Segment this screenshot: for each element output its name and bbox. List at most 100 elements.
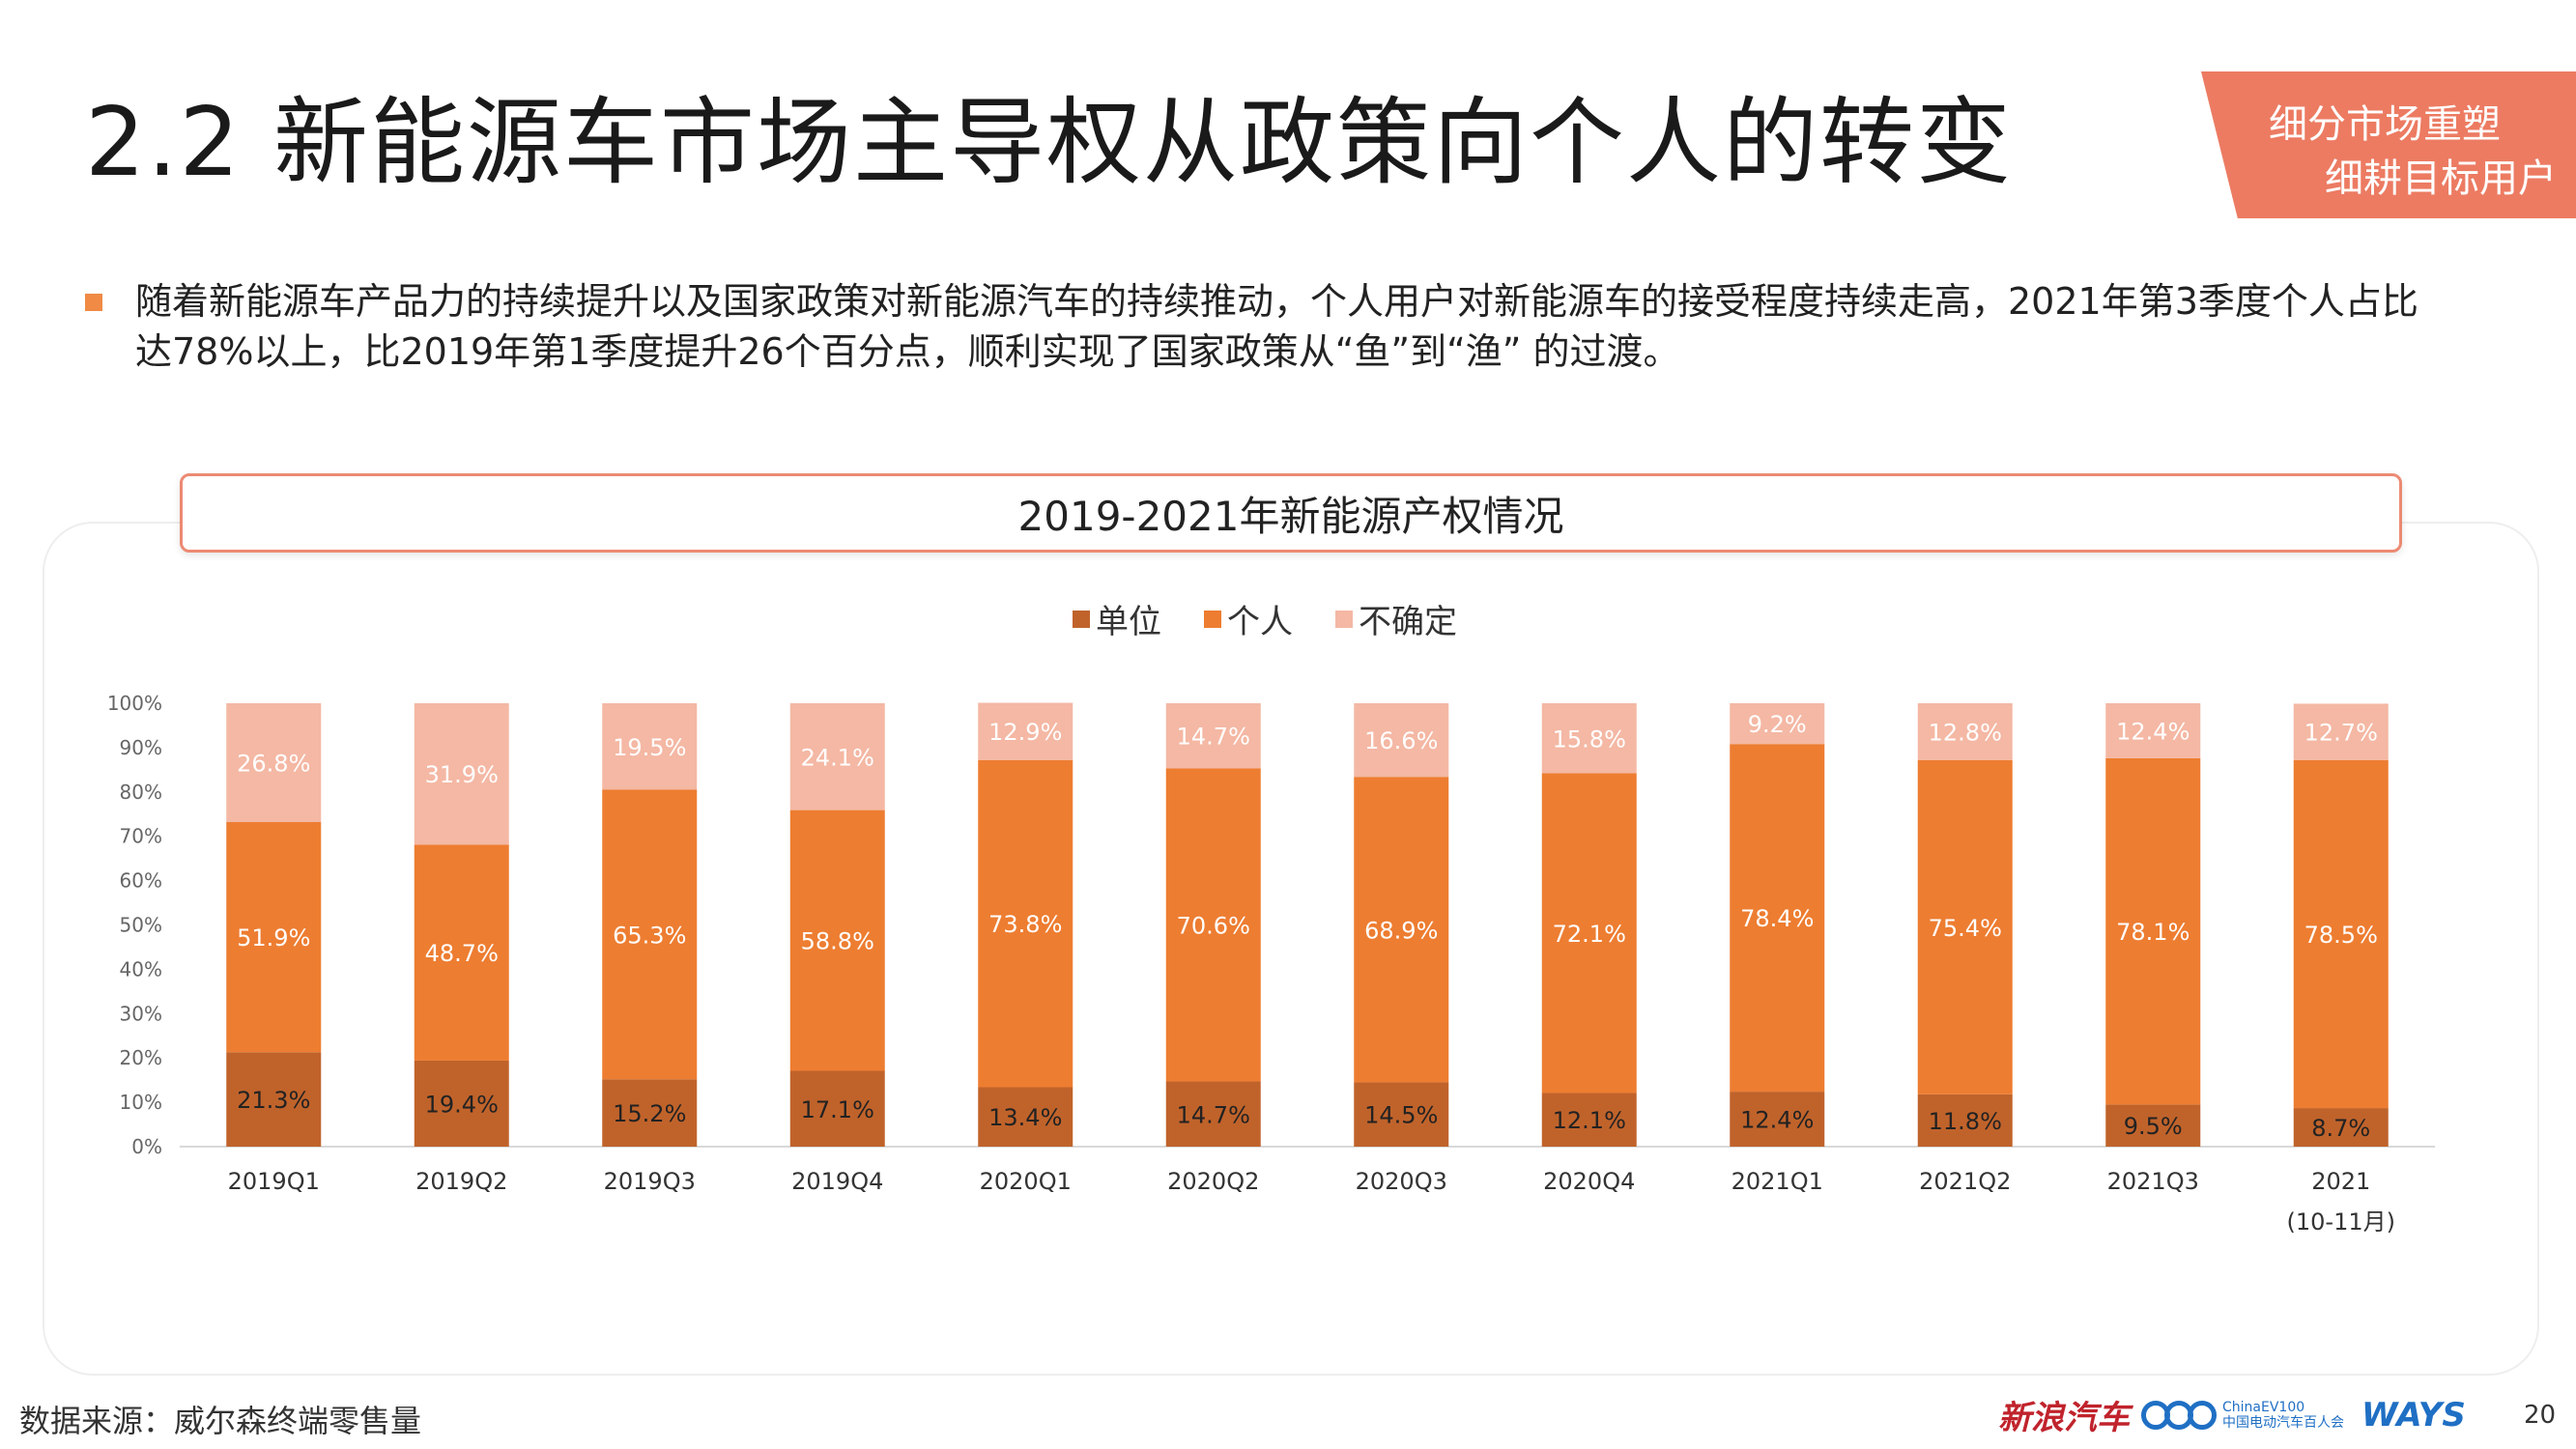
footer-logos: 新浪汽车 ChinaEV100 中国电动汽车百人会 WAYS: [1998, 1391, 2466, 1438]
y-tick-label: 30%: [120, 1002, 162, 1025]
bar-segment: [414, 844, 509, 1061]
data-label: 15.2%: [613, 1100, 686, 1127]
y-tick-label: 20%: [120, 1046, 162, 1069]
bar-segment: [2105, 703, 2201, 758]
section-tag: 细分市场重塑 细耕目标用户: [2201, 71, 2576, 218]
bar-segment: [789, 703, 885, 810]
x-tick-label: 2021: [2311, 1168, 2370, 1195]
data-label: 75.4%: [1929, 915, 2002, 942]
data-label: 78.4%: [1740, 905, 1814, 932]
data-label: 12.4%: [1740, 1107, 1814, 1134]
x-tick-label: 2019Q4: [791, 1168, 883, 1195]
legend-swatch-uncertain: [1335, 610, 1353, 628]
bar-segment: [978, 1087, 1073, 1147]
ev100-logo: ChinaEV100 中国电动汽车百人会: [2141, 1399, 2344, 1431]
bar-segment: [1165, 768, 1261, 1082]
bar-segment: [1917, 759, 2013, 1094]
legend-item-personal: 个人: [1204, 595, 1293, 642]
x-tick-label: 2020Q1: [980, 1168, 1072, 1195]
legend-label-unit: 单位: [1096, 603, 1161, 641]
ev100-subtitle: 中国电动汽车百人会: [2222, 1414, 2344, 1431]
bar-segment: [1917, 703, 2013, 760]
data-label: 12.8%: [1929, 719, 2002, 746]
data-label: 12.4%: [2116, 718, 2190, 745]
data-label: 58.8%: [801, 928, 874, 955]
chart-title: 2019-2021年新能源产权情况: [180, 473, 2402, 553]
bar-segment: [1917, 1094, 2013, 1147]
page-number: 20: [2524, 1401, 2557, 1430]
bar-segment: [602, 1079, 698, 1147]
bar-segment: [1541, 1093, 1637, 1147]
y-tick-label: 70%: [120, 825, 162, 848]
x-tick-label: 2021Q2: [1919, 1168, 2011, 1195]
x-tick-label: 2019Q2: [415, 1168, 507, 1195]
bar-segment: [1165, 703, 1261, 769]
ways-logo: WAYS: [2361, 1395, 2466, 1435]
data-label: 9.2%: [1748, 711, 1807, 738]
sina-auto-logo: 新浪汽车: [1998, 1399, 2130, 1437]
bar-segment: [1354, 703, 1449, 778]
data-label: 8.7%: [2311, 1115, 2370, 1142]
x-tick-label: 2020Q4: [1543, 1168, 1635, 1195]
bar-segment: [1354, 777, 1449, 1083]
bar-segment: [1541, 703, 1637, 774]
bullet-square-icon: [85, 294, 102, 311]
legend-swatch-unit: [1073, 610, 1090, 628]
section-tag-line2: 细耕目标用户: [2325, 156, 2557, 201]
bar-segment: [1354, 1082, 1449, 1147]
data-label: 51.9%: [237, 924, 310, 952]
bar-segment: [1541, 773, 1637, 1094]
bar-segment: [1165, 1081, 1261, 1147]
data-label: 78.1%: [2116, 919, 2190, 946]
y-tick-label: 60%: [120, 869, 162, 893]
ev100-circles-icon: [2141, 1400, 2217, 1430]
data-label: 12.9%: [988, 719, 1062, 746]
y-tick-label: 0%: [131, 1135, 162, 1158]
bar-segment: [1730, 744, 1825, 1093]
legend-label-uncertain: 不确定: [1359, 603, 1457, 641]
data-source: 数据来源：威尔森终端零售量: [19, 1403, 422, 1439]
data-label: 48.7%: [425, 940, 499, 967]
data-label: 16.6%: [1364, 727, 1438, 754]
bar-segment: [2105, 757, 2201, 1105]
data-label: 14.5%: [1364, 1102, 1438, 1129]
bar-segment: [226, 703, 322, 823]
bar-segment: [2105, 1104, 2201, 1147]
data-label: 11.8%: [1929, 1108, 2002, 1135]
section-tag-line1: 细分市场重塑: [2269, 102, 2501, 147]
y-tick-label: 10%: [120, 1091, 162, 1114]
legend-label-personal: 个人: [1227, 603, 1293, 641]
y-tick-label: 90%: [120, 736, 162, 759]
x-tick-label: 2021Q3: [2107, 1168, 2199, 1195]
data-label: 21.3%: [237, 1087, 310, 1114]
x-tick-label: 2021Q1: [1732, 1168, 1823, 1195]
data-label: 73.8%: [988, 911, 1062, 938]
y-tick-label: 100%: [107, 692, 162, 715]
legend-swatch-personal: [1204, 610, 1221, 628]
bar-segment: [978, 759, 1073, 1088]
data-label: 9.5%: [2124, 1113, 2183, 1140]
data-label: 14.7%: [1177, 1101, 1250, 1128]
ev100-name: ChinaEV100: [2222, 1399, 2305, 1415]
data-label: 26.8%: [237, 751, 310, 778]
bar-segment: [414, 703, 509, 845]
bar-segment: [2293, 759, 2389, 1109]
bar-segment: [414, 1060, 509, 1147]
data-label: 12.7%: [2304, 720, 2378, 747]
data-label: 19.5%: [613, 734, 686, 761]
data-label: 72.1%: [1553, 921, 1626, 948]
data-label: 78.5%: [2304, 922, 2378, 949]
data-label: 17.1%: [801, 1096, 874, 1123]
data-label: 24.1%: [801, 744, 874, 771]
x-tick-label: 2020Q2: [1167, 1168, 1259, 1195]
bar-segment: [2293, 703, 2389, 760]
data-label: 12.1%: [1553, 1107, 1626, 1134]
x-tick-label: 2019Q1: [228, 1168, 320, 1195]
y-tick-label: 80%: [120, 781, 162, 804]
data-label: 15.8%: [1553, 725, 1626, 753]
x-tick-label: (10-11月): [2287, 1208, 2395, 1236]
bar-segment: [602, 789, 698, 1080]
data-label: 13.4%: [988, 1104, 1062, 1131]
data-label: 31.9%: [425, 761, 499, 788]
y-tick-label: 40%: [120, 957, 162, 980]
